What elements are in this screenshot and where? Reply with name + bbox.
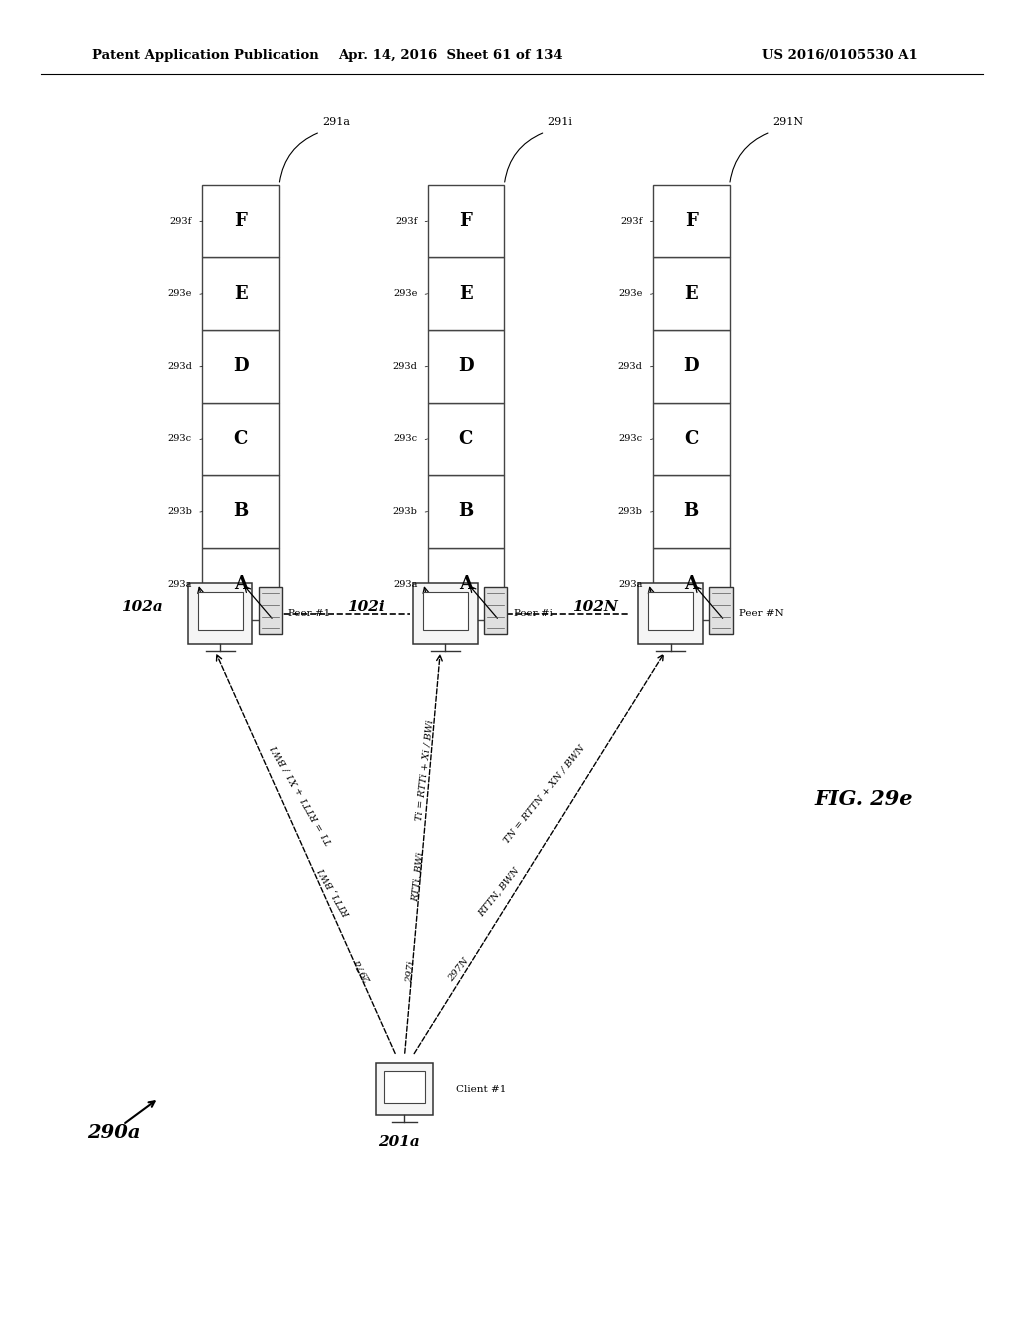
Text: 293f: 293f bbox=[170, 216, 191, 226]
Bar bbox=[423, 593, 468, 630]
Text: 293b: 293b bbox=[617, 507, 643, 516]
Text: A: A bbox=[684, 576, 698, 593]
Text: US 2016/0105530 A1: US 2016/0105530 A1 bbox=[762, 49, 918, 62]
Text: B: B bbox=[459, 503, 473, 520]
Bar bbox=[639, 583, 703, 644]
Bar bbox=[428, 403, 505, 475]
Text: Apr. 14, 2016  Sheet 61 of 134: Apr. 14, 2016 Sheet 61 of 134 bbox=[338, 49, 563, 62]
Text: 293d: 293d bbox=[617, 362, 643, 371]
Bar bbox=[202, 185, 279, 257]
Bar bbox=[428, 185, 505, 257]
Text: 293b: 293b bbox=[167, 507, 191, 516]
Bar bbox=[202, 330, 279, 403]
Text: 291N: 291N bbox=[773, 116, 804, 127]
Bar bbox=[653, 475, 729, 548]
Bar bbox=[653, 330, 729, 403]
Text: F: F bbox=[460, 213, 472, 230]
Bar bbox=[709, 587, 733, 635]
Text: 293c: 293c bbox=[168, 434, 191, 444]
Text: E: E bbox=[233, 285, 248, 302]
Text: B: B bbox=[233, 503, 248, 520]
Bar bbox=[376, 1063, 433, 1115]
Bar bbox=[653, 548, 729, 620]
Text: D: D bbox=[458, 358, 474, 375]
Bar bbox=[484, 587, 508, 635]
Text: RTTN, BWN: RTTN, BWN bbox=[476, 866, 521, 919]
Text: F: F bbox=[234, 213, 247, 230]
Text: 293f: 293f bbox=[621, 216, 643, 226]
Text: Peer #N: Peer #N bbox=[739, 610, 783, 618]
Text: A: A bbox=[459, 576, 473, 593]
Bar bbox=[202, 257, 279, 330]
Text: 293b: 293b bbox=[392, 507, 418, 516]
Text: 297N: 297N bbox=[446, 956, 470, 983]
Text: A: A bbox=[233, 576, 248, 593]
Bar bbox=[258, 587, 283, 635]
Text: 293e: 293e bbox=[393, 289, 418, 298]
Text: 102i: 102i bbox=[346, 601, 384, 614]
Bar bbox=[384, 1071, 425, 1104]
Text: 293a: 293a bbox=[168, 579, 191, 589]
Text: FIG. 29e: FIG. 29e bbox=[814, 788, 912, 809]
Text: T1 = RTT1 + X1 / BW1: T1 = RTT1 + X1 / BW1 bbox=[269, 742, 335, 845]
Text: 201a: 201a bbox=[379, 1135, 420, 1148]
Text: 293c: 293c bbox=[618, 434, 643, 444]
Bar bbox=[202, 403, 279, 475]
Bar bbox=[198, 593, 243, 630]
Bar bbox=[428, 257, 505, 330]
Text: Peer #i: Peer #i bbox=[514, 610, 553, 618]
Text: TN = RTTN + XN / BWN: TN = RTTN + XN / BWN bbox=[502, 743, 587, 845]
Text: 293a: 293a bbox=[393, 579, 418, 589]
Text: C: C bbox=[233, 430, 248, 447]
Text: Ti = RTTi + Xi / BWi: Ti = RTTi + Xi / BWi bbox=[415, 719, 435, 821]
Text: 293e: 293e bbox=[618, 289, 643, 298]
Bar bbox=[202, 548, 279, 620]
Text: E: E bbox=[684, 285, 698, 302]
Text: 291a: 291a bbox=[322, 116, 350, 127]
Bar bbox=[653, 257, 729, 330]
Text: 290a: 290a bbox=[87, 1123, 140, 1142]
Text: 293e: 293e bbox=[168, 289, 191, 298]
Text: 293a: 293a bbox=[618, 579, 643, 589]
Bar bbox=[428, 548, 505, 620]
Text: 297a: 297a bbox=[353, 957, 374, 983]
Text: 293d: 293d bbox=[392, 362, 418, 371]
Text: 297i: 297i bbox=[406, 961, 417, 983]
Bar bbox=[653, 403, 729, 475]
Text: D: D bbox=[232, 358, 249, 375]
Text: Peer #1: Peer #1 bbox=[289, 610, 331, 618]
Text: 293f: 293f bbox=[395, 216, 418, 226]
Bar bbox=[202, 475, 279, 548]
Text: RTTi, BWi: RTTi, BWi bbox=[411, 851, 425, 902]
Text: 291i: 291i bbox=[547, 116, 572, 127]
Bar bbox=[428, 330, 505, 403]
Text: Patent Application Publication: Patent Application Publication bbox=[92, 49, 318, 62]
Text: Client #1: Client #1 bbox=[456, 1085, 506, 1093]
Text: E: E bbox=[459, 285, 473, 302]
Text: 293d: 293d bbox=[167, 362, 191, 371]
Bar bbox=[653, 185, 729, 257]
Text: 102N: 102N bbox=[571, 601, 617, 614]
Text: D: D bbox=[683, 358, 699, 375]
Text: RTT1, BW1: RTT1, BW1 bbox=[316, 865, 352, 919]
Text: 293c: 293c bbox=[393, 434, 418, 444]
Bar bbox=[648, 593, 693, 630]
Bar bbox=[428, 475, 505, 548]
Text: B: B bbox=[684, 503, 698, 520]
Text: C: C bbox=[684, 430, 698, 447]
Text: C: C bbox=[459, 430, 473, 447]
Bar bbox=[188, 583, 252, 644]
Text: F: F bbox=[685, 213, 697, 230]
Text: 102a: 102a bbox=[121, 601, 163, 614]
Bar bbox=[413, 583, 477, 644]
